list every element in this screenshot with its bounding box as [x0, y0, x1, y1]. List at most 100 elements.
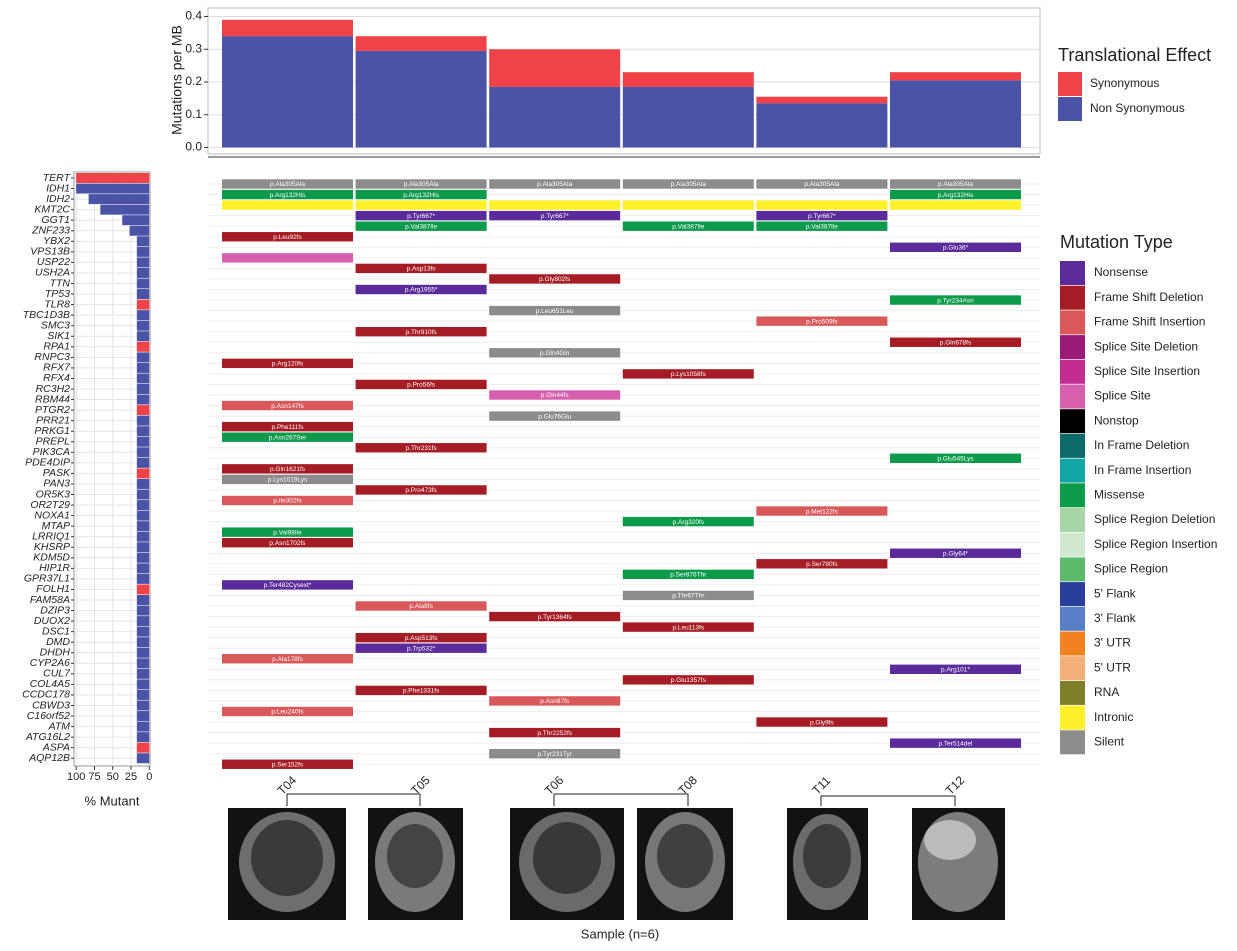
- bar: [137, 352, 149, 362]
- mutation-label: p.Val387Ile: [405, 223, 437, 230]
- bar: [137, 563, 149, 573]
- legend-label: Splice Region: [1094, 562, 1168, 576]
- mutation-label: p.Ala305Ala: [404, 181, 439, 188]
- mutation-label: p.Thr231fs: [406, 445, 438, 452]
- legend-swatch: [1060, 459, 1085, 483]
- mutation-tile: [623, 200, 754, 209]
- bar: [137, 690, 149, 700]
- bar: [137, 257, 149, 267]
- bar: [137, 722, 149, 732]
- legend-title: Translational Effect: [1058, 45, 1211, 65]
- bar-segment: [623, 87, 754, 148]
- bar: [130, 226, 150, 236]
- bar-segment: [756, 103, 887, 147]
- bar: [137, 458, 149, 468]
- mutation-label: p.Phe1331fs: [403, 688, 440, 695]
- bar: [137, 500, 149, 510]
- mutation-label: p.Leu240fs: [271, 709, 304, 716]
- y-tick-label: 0.4: [185, 9, 202, 23]
- legend-swatch: [1060, 730, 1085, 754]
- bar: [76, 173, 149, 183]
- mutation-label: p.Thr910fs: [406, 329, 438, 336]
- mutation-label: p.Ter482Cysext*: [264, 582, 312, 589]
- mutation-tile: [222, 200, 353, 209]
- mutation-label: p.Met122fs: [806, 508, 839, 515]
- bar: [137, 606, 149, 616]
- bar: [137, 521, 149, 531]
- bar: [137, 584, 149, 594]
- bar-segment: [756, 97, 887, 104]
- mutation-tile: [489, 200, 620, 209]
- legend-swatch: [1060, 261, 1085, 285]
- legend-swatch: [1058, 97, 1082, 121]
- legend-title: Mutation Type: [1060, 232, 1173, 252]
- bar-segment: [222, 20, 353, 36]
- bar: [137, 542, 149, 552]
- mutation-label: p.Tyr1364fs: [538, 614, 573, 621]
- mutation-label: p.Arg132His: [938, 192, 975, 199]
- bar: [137, 669, 149, 679]
- bar-segment: [356, 51, 487, 148]
- bar-segment: [356, 36, 487, 51]
- bar: [137, 416, 149, 426]
- x-axis-title: % Mutant: [85, 793, 140, 808]
- mutation-label: p.Pro56fs: [407, 382, 436, 389]
- legend-swatch: [1060, 385, 1085, 409]
- bar: [137, 732, 149, 742]
- legend-label: Synonymous: [1090, 76, 1159, 90]
- bar: [137, 426, 149, 436]
- bar: [137, 679, 149, 689]
- gene-label: AQP12B: [28, 752, 70, 764]
- bar: [137, 342, 149, 352]
- mutation-label: p.Tyr234Asn: [937, 297, 974, 304]
- mutation-label: p.Gln4Gln: [540, 350, 570, 357]
- mutation-label: p.Glu1357fs: [671, 677, 707, 684]
- mutation-label: p.Leu651Leu: [536, 308, 574, 315]
- mutation-label: p.Glu36*: [943, 245, 969, 252]
- legend-label: 5' UTR: [1094, 660, 1131, 674]
- bar: [137, 279, 149, 289]
- mutation-label: p.Arg132His: [270, 192, 307, 199]
- bar: [137, 268, 149, 278]
- mutation-label: p.Glu76Glu: [538, 413, 571, 420]
- mutation-label: p.Tyr667*: [808, 213, 836, 220]
- mutation-label: p.Ter514del: [939, 740, 974, 747]
- mutation-label: p.Leu92fs: [273, 234, 302, 241]
- mutation-label: p.Tyr667*: [407, 213, 435, 220]
- mutation-label: p.Ala305Ala: [270, 181, 305, 188]
- legend-label: Silent: [1094, 734, 1125, 748]
- mutation-label: p.Arg132His: [403, 192, 440, 199]
- bar: [137, 395, 149, 405]
- bar: [137, 384, 149, 394]
- legend-swatch: [1060, 681, 1085, 705]
- x-axis-title: Sample (n=6): [581, 926, 659, 941]
- mutation-label: p.Asp513fs: [405, 635, 438, 642]
- mutation-label: p.Gln44fs: [541, 392, 570, 399]
- bar-segment: [890, 80, 1021, 147]
- legend-label: Splice Region Insertion: [1094, 537, 1217, 551]
- mutation-label: p.Gly64*: [943, 550, 968, 557]
- bar: [137, 648, 149, 658]
- x-tick-label: 50: [107, 771, 119, 783]
- legend-label: In Frame Deletion: [1094, 438, 1189, 452]
- y-tick-label: 0.1: [185, 107, 202, 121]
- mutation-label: p.Ala8fs: [409, 603, 433, 610]
- legend-label: In Frame Insertion: [1094, 463, 1191, 477]
- legend-label: 3' Flank: [1094, 611, 1137, 625]
- x-tick-label: 100: [67, 771, 85, 783]
- bar: [137, 247, 149, 257]
- x-tick-label: 25: [125, 771, 137, 783]
- bar: [137, 310, 149, 320]
- legend-label: Nonsense: [1094, 265, 1148, 279]
- mutation-label: p.Pro509fs: [806, 318, 838, 325]
- y-tick-label: 0.0: [185, 140, 202, 154]
- mutation-label: p.Ala178fs: [272, 656, 303, 663]
- bar-segment: [489, 49, 620, 87]
- bar-segment: [222, 36, 353, 147]
- mutation-label: p.Gln1621fs: [270, 466, 306, 473]
- mutation-label: p.Trp532*: [407, 645, 436, 652]
- legend-label: 5' Flank: [1094, 586, 1137, 600]
- bar-segment: [623, 72, 754, 87]
- legend-label: Nonstop: [1094, 413, 1139, 427]
- legend-swatch: [1060, 656, 1085, 680]
